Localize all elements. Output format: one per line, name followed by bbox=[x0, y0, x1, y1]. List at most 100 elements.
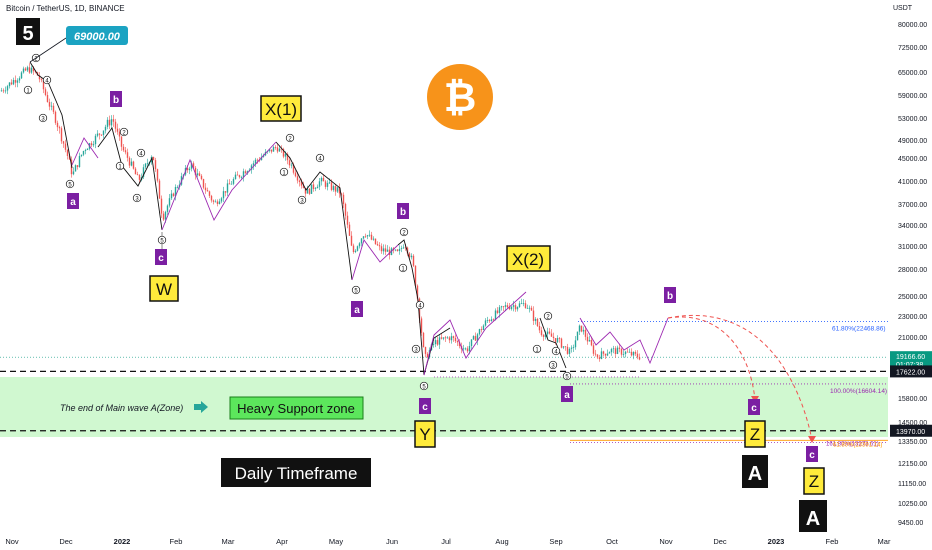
candle-body bbox=[230, 183, 233, 185]
candle-body bbox=[622, 354, 625, 355]
price-level-tag bbox=[890, 424, 932, 437]
candle-body bbox=[274, 147, 277, 148]
price-level-value: 17622.00 bbox=[896, 369, 925, 376]
grid bbox=[0, 356, 888, 432]
candle-body bbox=[504, 305, 507, 307]
candle-body bbox=[564, 346, 567, 348]
candle-body bbox=[384, 248, 387, 252]
price-tick-label: 65000.00 bbox=[898, 70, 927, 77]
candle-body bbox=[488, 320, 491, 322]
svg-text:Z: Z bbox=[809, 472, 819, 491]
candle-body bbox=[382, 248, 385, 252]
candle-body bbox=[16, 80, 19, 83]
wave-sub-box bbox=[561, 386, 573, 402]
time-tick-label: May bbox=[329, 537, 343, 546]
svg-text:Y: Y bbox=[419, 425, 430, 444]
time-axis[interactable]: Nov Dec 2022 Feb Mar Apr May Jun Jul Aug Sep Oct Nov… bbox=[5, 537, 891, 546]
wave-count-circle bbox=[543, 311, 553, 321]
candle-body bbox=[224, 191, 227, 193]
candle-body bbox=[336, 187, 339, 192]
candle-body bbox=[562, 346, 565, 348]
candle-body bbox=[560, 338, 563, 348]
wave-count-label: 5 bbox=[68, 182, 72, 188]
candle-body bbox=[210, 195, 213, 201]
candle-body bbox=[102, 130, 105, 136]
candle-body bbox=[232, 179, 235, 184]
candle-body bbox=[388, 249, 391, 256]
price-tick-label: 45000.00 bbox=[898, 156, 927, 163]
candle-body bbox=[106, 119, 109, 127]
time-tick-label: Oct bbox=[606, 537, 619, 546]
candle-body bbox=[572, 347, 575, 348]
wave-count-circle bbox=[23, 85, 33, 95]
candle-body bbox=[2, 90, 5, 92]
candle-body bbox=[194, 167, 197, 176]
candle-body bbox=[374, 238, 377, 245]
candle-body bbox=[146, 163, 149, 165]
candle-body bbox=[408, 253, 411, 258]
wave-z-label-1: Z bbox=[744, 420, 766, 448]
candle-body bbox=[132, 161, 135, 169]
candle-body bbox=[76, 165, 79, 167]
wave-count-label: 2 bbox=[122, 130, 126, 136]
candle-body bbox=[410, 255, 413, 258]
wave-sub-box bbox=[806, 446, 818, 462]
candle-body bbox=[386, 249, 389, 252]
time-tick-label: Nov bbox=[5, 537, 19, 546]
time-tick-label: Nov bbox=[659, 537, 673, 546]
wave-count-circle bbox=[285, 133, 295, 143]
candle-body bbox=[412, 255, 415, 266]
candle-body bbox=[604, 353, 607, 356]
candle-body bbox=[542, 335, 545, 337]
svg-text:X(2): X(2) bbox=[512, 250, 544, 269]
candle-body bbox=[590, 340, 593, 346]
candle-body bbox=[244, 171, 247, 174]
candle-body bbox=[206, 190, 209, 192]
candle-body bbox=[98, 133, 101, 135]
candle-body bbox=[202, 179, 205, 188]
candle-body bbox=[404, 247, 407, 249]
candle-body bbox=[518, 303, 521, 308]
wave-count-label: 5 bbox=[160, 238, 164, 244]
wave-line bbox=[161, 141, 277, 231]
wave-count-label: 5 bbox=[565, 374, 569, 380]
wave-sub-label: a bbox=[354, 305, 360, 316]
time-tick-label: Jun bbox=[386, 537, 398, 546]
candle-body bbox=[256, 159, 259, 161]
candle-body bbox=[312, 184, 315, 189]
candle-body bbox=[96, 133, 99, 136]
candle-body bbox=[466, 348, 469, 352]
wave-count-label: 5 bbox=[422, 384, 426, 390]
wave-count-label: 1 bbox=[535, 347, 539, 353]
wave-count-circle bbox=[119, 127, 129, 137]
wave-count-circle bbox=[65, 179, 75, 189]
price-level-value: 13970.00 bbox=[896, 429, 925, 436]
projection-path bbox=[667, 315, 813, 441]
candle-body bbox=[492, 319, 495, 321]
candle-body bbox=[446, 337, 449, 339]
candle-body bbox=[176, 186, 179, 188]
price-axis[interactable]: 80000.00 72500.00 65000.00 59000.00 53000.00… bbox=[890, 22, 932, 527]
wave-line bbox=[397, 239, 451, 376]
candle-body bbox=[332, 186, 335, 190]
candle-body bbox=[254, 159, 257, 164]
candle-body bbox=[506, 305, 509, 308]
wave-count-circle bbox=[551, 346, 561, 356]
candle-body bbox=[160, 198, 163, 214]
price-tick-label: 23000.00 bbox=[898, 314, 927, 321]
candle-body bbox=[272, 147, 275, 152]
candle-body bbox=[476, 334, 479, 341]
candle-body bbox=[360, 238, 363, 244]
candle-body bbox=[64, 143, 67, 150]
wave-count-circle bbox=[548, 360, 558, 370]
candle-body bbox=[116, 128, 119, 132]
candle-body bbox=[56, 122, 59, 128]
candle-body bbox=[32, 67, 35, 72]
candle-body bbox=[540, 330, 543, 336]
candle-body bbox=[226, 183, 229, 193]
candle-body bbox=[478, 329, 481, 335]
wave-count-label: 3 bbox=[135, 196, 139, 202]
timeframe-label: Daily Timeframe bbox=[235, 464, 358, 483]
candle-body bbox=[30, 67, 33, 73]
